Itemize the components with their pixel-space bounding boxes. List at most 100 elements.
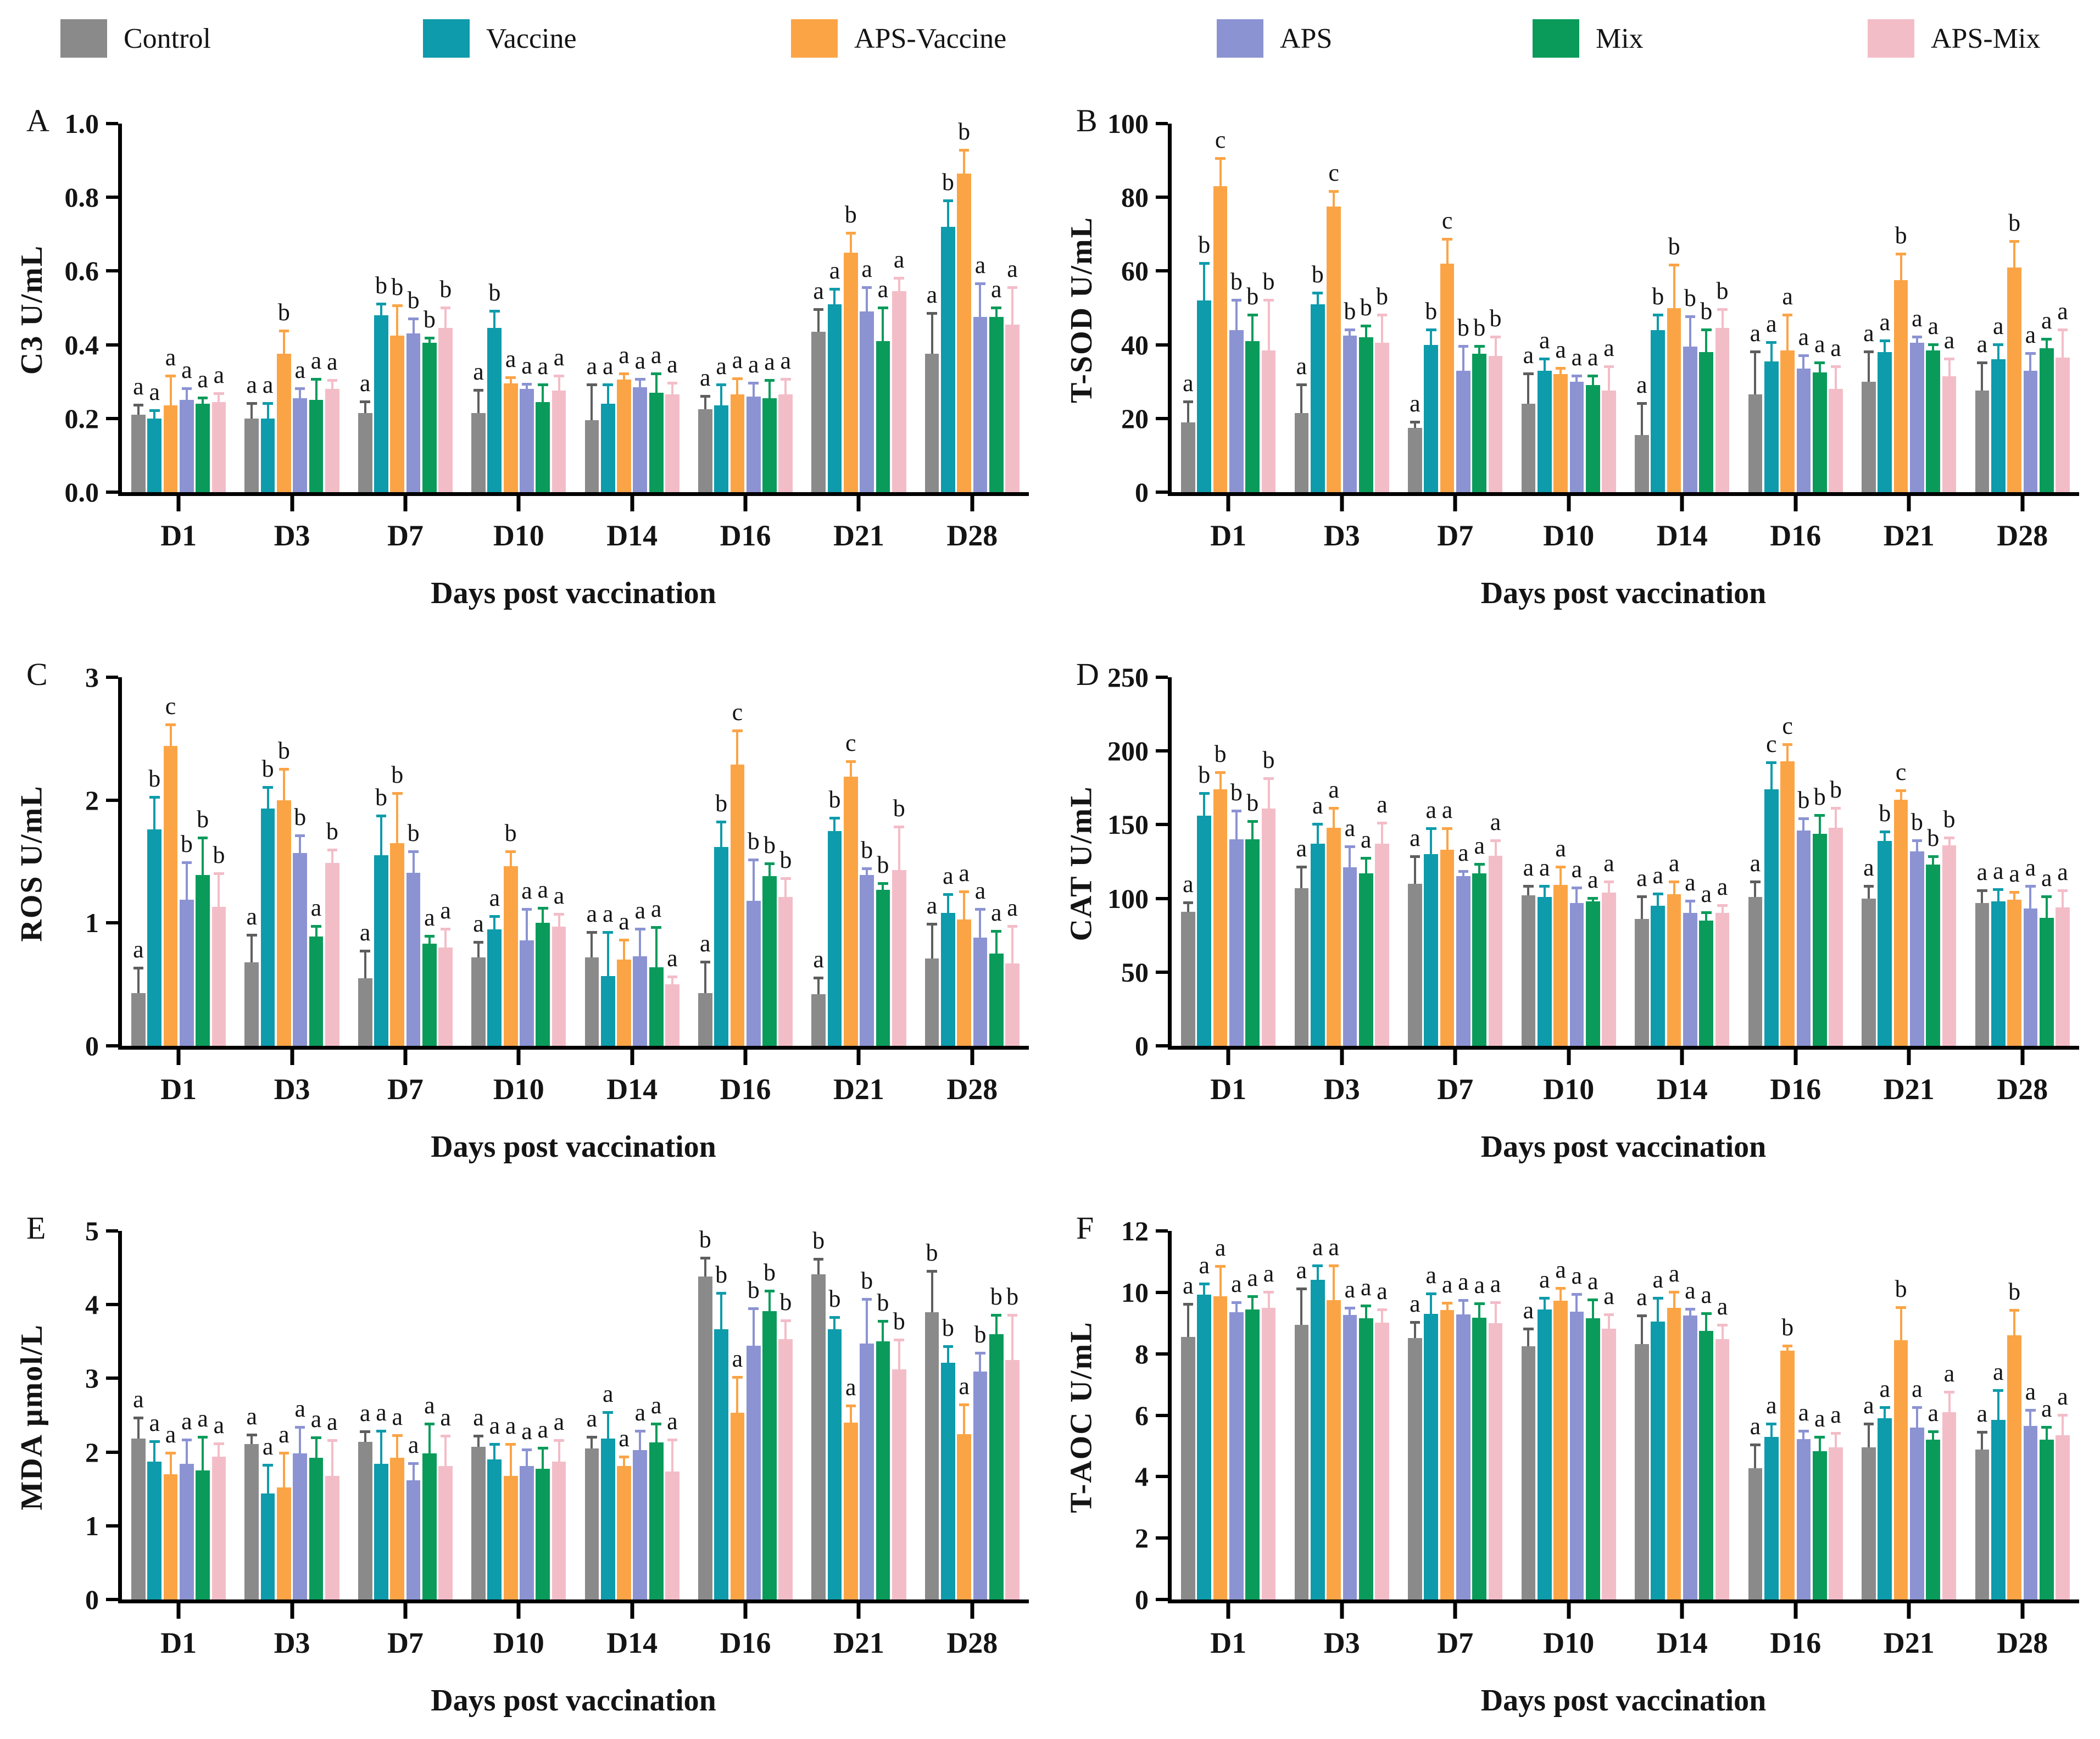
x-tick-label-d7: D7: [1437, 1626, 1474, 1659]
error-cap-mix-d28: [991, 1314, 1002, 1317]
error-bar-aps-vaccine-d21: [849, 233, 852, 253]
legend-label-aps-mix: APS-Mix: [1931, 23, 2041, 54]
error-bar-control-d3: [250, 1435, 253, 1444]
bar-mix-d21: [1926, 864, 1941, 1046]
error-cap-aps-mix-d16: [781, 877, 791, 880]
sig-letter-control-d1: a: [1183, 870, 1194, 898]
bar-aps-mix-d10: [1602, 1328, 1616, 1599]
sig-letter-vaccine-d7: b: [375, 271, 387, 299]
y-axis-title-text-f: T-AOC U/mL: [1065, 1321, 1099, 1513]
error-cap-aps-d21: [1912, 1406, 1923, 1409]
error-cap-vaccine-d10: [1539, 358, 1550, 361]
panel-f: F T-AOC U/mL 0 2 4 6 8 10 12 D1 a a a a a a D3 a a a a a a D7 a a…: [1050, 1184, 2100, 1738]
error-bar-vaccine-d28: [946, 200, 949, 227]
bar-aps-vaccine-d3: [1327, 827, 1341, 1046]
bar-aps-mix-d10: [552, 1462, 566, 1599]
error-bar-aps-mix-d1: [1267, 1292, 1270, 1308]
sig-letter-aps-vaccine-d1: c: [165, 693, 176, 720]
bar-aps-vaccine-d14: [617, 380, 631, 492]
bar-vaccine-d28: [1991, 359, 2006, 492]
bar-aps-mix-d10: [1602, 892, 1616, 1046]
error-bar-vaccine-d16: [720, 1294, 723, 1329]
bar-aps-vaccine-d7: [1440, 1310, 1455, 1599]
error-bar-aps-vaccine-d21: [849, 762, 852, 777]
y-tick-e: [106, 1598, 118, 1601]
error-bar-vaccine-d3: [266, 403, 269, 419]
legend-label-control: Control: [124, 23, 211, 54]
error-cap-mix-d28: [2041, 1425, 2052, 1429]
error-bar-aps-vaccine-d3: [282, 1453, 285, 1488]
y-tick-b: [1156, 122, 1168, 125]
sig-letter-control-d16: a: [700, 364, 711, 391]
error-bar-aps-d3: [299, 389, 302, 398]
error-cap-vaccine-d21: [829, 287, 840, 291]
error-bar-aps-d21: [1915, 1407, 1918, 1428]
bar-aps-vaccine-d1: [163, 405, 178, 492]
sig-letter-aps-vaccine-d16: c: [1782, 712, 1793, 740]
x-tick-label-d7: D7: [1437, 1073, 1474, 1106]
y-tick-f: [1156, 1536, 1168, 1540]
x-tick-d1: [176, 496, 181, 511]
sig-letter-aps-mix-d28: a: [2057, 1383, 2068, 1410]
bar-mix-d3: [1358, 873, 1373, 1046]
sig-letter-aps-vaccine-d1: b: [1214, 740, 1227, 768]
sig-letter-aps-vaccine-d7: a: [1441, 1270, 1453, 1298]
error-bar-mix-d7: [1478, 864, 1481, 873]
error-cap-aps-d3: [1345, 328, 1355, 331]
bar-aps-vaccine-d21: [843, 777, 858, 1046]
sig-letter-aps-mix-d16: a: [780, 347, 792, 375]
legend-item-aps: APS: [1217, 0, 1332, 77]
sig-letter-vaccine-d14: a: [602, 353, 614, 380]
error-cap-aps-mix-d16: [781, 1319, 791, 1322]
bar-control-d1: [131, 993, 146, 1046]
sig-letter-mix-d7: b: [423, 306, 436, 333]
error-cap-aps-vaccine-d3: [1328, 190, 1339, 193]
y-tick-label-a: 0.6: [64, 255, 99, 287]
error-bar-vaccine-d7: [380, 1431, 382, 1464]
bar-aps-vaccine-d14: [1667, 894, 1681, 1046]
sig-letter-aps-mix-d7: a: [1490, 1270, 1501, 1298]
error-bar-control-d3: [1300, 1289, 1303, 1325]
error-cap-control-d1: [133, 1416, 144, 1419]
sig-letter-aps-d14: a: [634, 347, 646, 375]
bar-aps-d21: [1910, 1427, 1924, 1599]
error-bar-vaccine-d16: [1770, 343, 1773, 361]
error-bar-mix-d14: [655, 1424, 658, 1443]
error-cap-mix-d28: [2041, 337, 2052, 341]
error-cap-aps-vaccine-d10: [1555, 866, 1566, 869]
y-tick-label-d: 100: [1107, 883, 1149, 914]
error-cap-control-d16: [700, 1256, 711, 1259]
error-cap-aps-vaccine-d16: [732, 377, 743, 381]
error-bar-mix-d10: [542, 908, 544, 923]
sig-letter-aps-d10: a: [1571, 855, 1583, 883]
x-tick-label-d10: D10: [493, 1073, 544, 1106]
x-tick-d3: [1340, 1050, 1344, 1065]
sig-letter-aps-vaccine-d14: a: [1668, 850, 1680, 877]
bar-aps-d28: [973, 317, 988, 492]
error-cap-mix-d7: [1474, 1302, 1485, 1306]
error-bar-control-d14: [591, 933, 593, 957]
sig-letter-aps-mix-d1: b: [1262, 746, 1275, 774]
bar-aps-d1: [179, 899, 194, 1046]
error-bar-aps-vaccine-d16: [736, 379, 739, 395]
x-tick-d7: [1453, 1050, 1457, 1065]
error-cap-mix-d3: [1361, 325, 1372, 328]
plot-area-f: 0 2 4 6 8 10 12 D1 a a a a a a D3 a a a a a a D7 a a a a a a D10 a a a a…: [1121, 1217, 2079, 1659]
error-bar-aps-d7: [412, 1464, 415, 1480]
bar-aps-vaccine-d7: [390, 335, 405, 492]
bar-aps-mix-d16: [778, 1339, 793, 1599]
y-tick-label-a: 0.8: [64, 182, 99, 213]
error-cap-aps-mix-d10: [1603, 365, 1614, 368]
error-bar-aps-mix-d10: [1608, 882, 1611, 893]
y-tick-a: [106, 122, 118, 125]
bar-vaccine-d10: [1537, 896, 1552, 1046]
error-bar-control-d1: [1187, 402, 1189, 422]
error-bar-aps-d3: [1349, 1308, 1351, 1315]
error-bar-aps-mix-d7: [1494, 337, 1497, 356]
error-cap-control-d28: [1977, 1431, 1987, 1434]
bar-aps-vaccine-d14: [617, 960, 631, 1046]
x-tick-d7: [403, 496, 408, 511]
error-cap-mix-d7: [424, 1422, 435, 1425]
error-cap-aps-mix-d7: [1490, 839, 1501, 842]
bar-aps-mix-d3: [325, 1475, 339, 1599]
